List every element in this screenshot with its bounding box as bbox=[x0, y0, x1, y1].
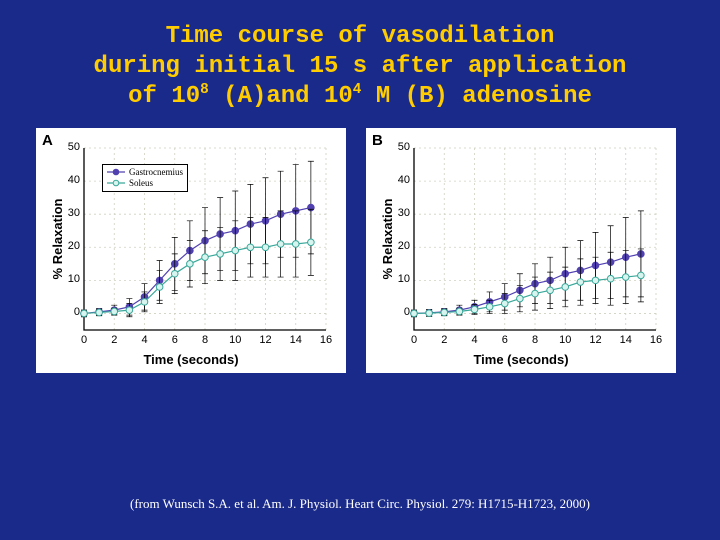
slide-title: Time course of vasodilationduring initia… bbox=[40, 0, 680, 112]
charts-row: A% RelaxationTime (seconds)0102030405002… bbox=[0, 128, 720, 373]
chart-panel-A: A% RelaxationTime (seconds)0102030405002… bbox=[36, 128, 346, 373]
chart-svg bbox=[36, 128, 346, 373]
citation: (from Wunsch S.A. et al. Am. J. Physiol.… bbox=[0, 496, 720, 512]
legend-label: Soleus bbox=[129, 178, 153, 189]
legend: GastrocnemiusSoleus bbox=[102, 164, 188, 192]
chart-panel-B: B% RelaxationTime (seconds)0102030405002… bbox=[366, 128, 676, 373]
slide: Time course of vasodilationduring initia… bbox=[0, 0, 720, 540]
legend-label: Gastrocnemius bbox=[129, 167, 183, 178]
chart-svg bbox=[366, 128, 676, 373]
